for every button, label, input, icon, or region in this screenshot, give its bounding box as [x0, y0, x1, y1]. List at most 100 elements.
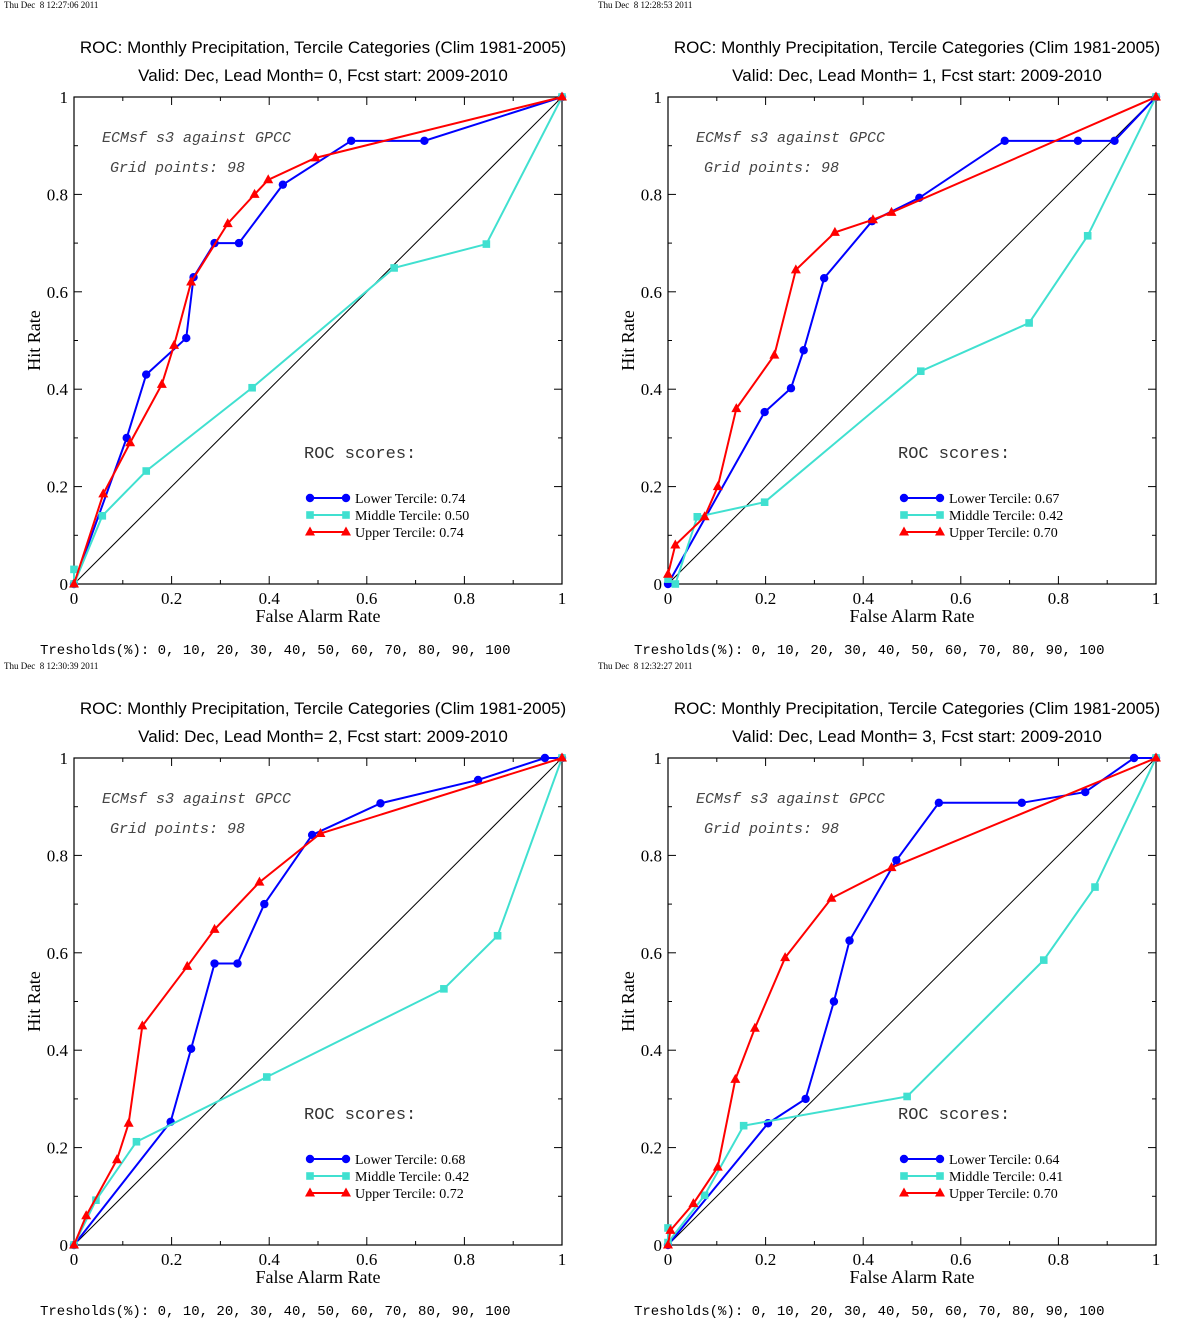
- data-point: [123, 1117, 134, 1127]
- y-tick-label: 0.8: [641, 185, 662, 204]
- roc-panel-lead-0: Thu Dec 8 12:27:06 2011 ROC: Monthly Pre…: [0, 0, 593, 661]
- data-point: [663, 568, 673, 578]
- roc-panel-lead-3: Thu Dec 8 12:32:27 2011 ROC: Monthly Pre…: [594, 661, 1187, 1322]
- legend-swatch-marker: [341, 1154, 351, 1164]
- data-point: [769, 349, 780, 359]
- y-tick-label: 0.4: [641, 380, 663, 399]
- data-point: [307, 830, 317, 840]
- chart-subtitle: Valid: Dec, Lead Month= 3, Fcst start: 2…: [732, 727, 1102, 746]
- y-tick-label: 0.2: [47, 1139, 68, 1158]
- timestamp: Thu Dec 8 12:27:06 2011: [4, 0, 99, 10]
- x-tick-label: 0: [664, 589, 673, 608]
- y-tick-label: 0.4: [47, 380, 69, 399]
- legend-label: Upper Tercile: 0.70: [949, 526, 1058, 541]
- y-tick-label: 1: [60, 749, 69, 768]
- data-point: [390, 264, 398, 272]
- data-point: [739, 1121, 748, 1130]
- series-line: [73, 757, 563, 1246]
- legend-swatch-marker: [899, 526, 909, 536]
- legend-swatch-marker: [305, 1187, 315, 1197]
- legend-swatch-marker: [899, 493, 909, 503]
- roc-chart: ROC: Monthly Precipitation, Tercile Cate…: [618, 38, 1161, 626]
- chart-title: ROC: Monthly Precipitation, Tercile Cate…: [674, 38, 1160, 57]
- data-point: [81, 1210, 92, 1220]
- data-point: [916, 367, 925, 375]
- data-point: [132, 1137, 141, 1146]
- data-point: [278, 180, 288, 189]
- y-tick-label: 0.8: [47, 185, 68, 204]
- data-point: [69, 1239, 79, 1249]
- x-tick-label: 0.8: [454, 589, 475, 608]
- x-tick-label: 0.8: [1048, 589, 1069, 608]
- data-point: [557, 91, 567, 101]
- y-axis-label: Hit Rate: [24, 971, 44, 1032]
- no-skill-diagonal: [667, 757, 1157, 1246]
- x-axis-label: False Alarm Rate: [256, 606, 381, 626]
- data-point: [156, 378, 167, 388]
- x-tick-label: 0.4: [853, 1250, 875, 1269]
- y-tick-label: 0.8: [641, 846, 662, 865]
- data-point: [670, 539, 681, 549]
- data-point: [70, 565, 78, 574]
- legend-swatch-marker: [936, 511, 944, 519]
- data-point: [69, 578, 79, 588]
- y-tick-label: 0.4: [641, 1041, 663, 1060]
- data-point: [1081, 787, 1090, 797]
- legend-swatch-marker: [341, 1187, 351, 1197]
- series-triangle: [69, 91, 567, 588]
- chart-title: ROC: Monthly Precipitation, Tercile Cate…: [674, 699, 1160, 718]
- data-point: [819, 273, 829, 283]
- data-point: [111, 1154, 122, 1164]
- chart-subtitle: Valid: Dec, Lead Month= 0, Fcst start: 2…: [138, 66, 508, 85]
- x-tick-label: 0.2: [755, 589, 776, 608]
- no-skill-diagonal: [73, 757, 563, 1246]
- y-tick-label: 0.6: [47, 944, 68, 963]
- data-point: [664, 575, 672, 583]
- legend-swatch-marker: [935, 493, 945, 503]
- y-tick-label: 1: [654, 88, 663, 107]
- annotation-model: ECMsf s3 against GPCC: [696, 791, 885, 808]
- data-point: [801, 1094, 810, 1104]
- y-tick-label: 0: [654, 1236, 663, 1255]
- data-point: [540, 753, 550, 763]
- data-point: [254, 876, 265, 886]
- legend-entry: Upper Tercile: 0.70: [899, 526, 1058, 541]
- data-point: [867, 214, 878, 224]
- data-point: [886, 862, 897, 872]
- data-point: [209, 923, 220, 933]
- data-point: [829, 997, 839, 1006]
- data-point: [222, 218, 233, 228]
- y-tick-label: 0: [60, 575, 69, 594]
- data-point: [98, 512, 107, 520]
- data-point: [1151, 752, 1161, 762]
- y-axis-label: Hit Rate: [24, 310, 44, 371]
- data-point: [249, 188, 260, 198]
- legend-entry: Lower Tercile: 0.74: [305, 492, 465, 507]
- annotation-gridpoints: Grid points: 98: [110, 160, 245, 177]
- roc-panel-lead-1: Thu Dec 8 12:28:53 2011 ROC: Monthly Pre…: [594, 0, 1187, 661]
- data-point: [699, 511, 710, 521]
- data-point: [799, 346, 808, 355]
- data-point: [315, 827, 326, 837]
- roc-chart: ROC: Monthly Precipitation, Tercile Cate…: [24, 38, 567, 626]
- annotation-gridpoints: Grid points: 98: [110, 821, 245, 838]
- data-point: [780, 952, 791, 962]
- data-point: [210, 959, 219, 968]
- chart-subtitle: Valid: Dec, Lead Month= 1, Fcst start: 2…: [732, 66, 1102, 85]
- chart-title: ROC: Monthly Precipitation, Tercile Cate…: [80, 699, 566, 718]
- data-point: [98, 488, 109, 498]
- x-tick-label: 0.8: [1048, 1250, 1069, 1269]
- legend-label: Lower Tercile: 0.74: [355, 492, 465, 507]
- legend-swatch-marker: [305, 526, 315, 536]
- data-point: [934, 798, 944, 808]
- data-point: [169, 339, 180, 349]
- legend-swatch-marker: [899, 1154, 909, 1164]
- legend-label: Lower Tercile: 0.64: [949, 1153, 1059, 1168]
- thresholds-label: Tresholds(%): 0, 10, 20, 30, 40, 50, 60,…: [634, 643, 1105, 659]
- data-point: [749, 1022, 760, 1032]
- data-point: [665, 1224, 676, 1234]
- x-tick-label: 0.6: [356, 1250, 377, 1269]
- annotation-model: ECMsf s3 against GPCC: [102, 130, 291, 147]
- legend-entry: Lower Tercile: 0.64: [899, 1153, 1059, 1168]
- data-point: [473, 775, 483, 785]
